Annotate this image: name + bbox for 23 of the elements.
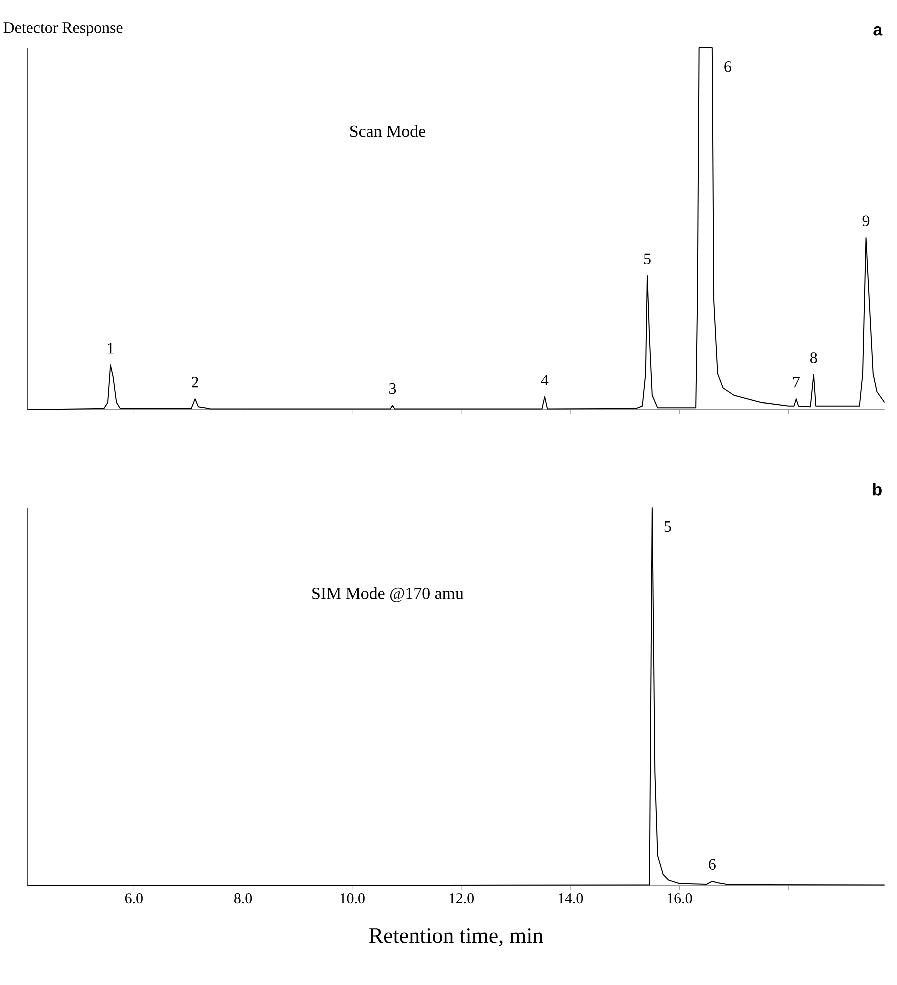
chart-title: b bbox=[873, 483, 882, 496]
annotation: 7 bbox=[794, 377, 800, 388]
annotation: 5 bbox=[664, 522, 672, 532]
annotation: SIM Mode @170 amu bbox=[312, 587, 464, 602]
x-tick-label: 6.0 bbox=[126, 894, 144, 904]
annotation: 3 bbox=[390, 383, 396, 394]
annotation: 5 bbox=[644, 254, 651, 265]
x-tick-label: 14.0 bbox=[558, 894, 584, 904]
x-tick-label: 10.0 bbox=[340, 894, 365, 904]
chart-title: a bbox=[874, 26, 883, 36]
annotation: 6 bbox=[709, 859, 716, 870]
annotation: 1 bbox=[108, 343, 114, 354]
annotation: 9 bbox=[862, 216, 870, 227]
x-axis-title: Retention time, min bbox=[370, 928, 544, 946]
x-tick-label: 16.0 bbox=[668, 894, 692, 904]
x-tick-label: 12.0 bbox=[450, 894, 474, 904]
x-tick-label: 8.0 bbox=[234, 894, 252, 904]
y-axis-title: Detector Response bbox=[4, 22, 123, 36]
annotation: 4 bbox=[541, 374, 549, 386]
annotation: 8 bbox=[810, 352, 818, 364]
annotation: 6 bbox=[724, 62, 732, 72]
annotation: Scan Mode bbox=[350, 125, 426, 138]
annotation: 2 bbox=[192, 377, 198, 388]
